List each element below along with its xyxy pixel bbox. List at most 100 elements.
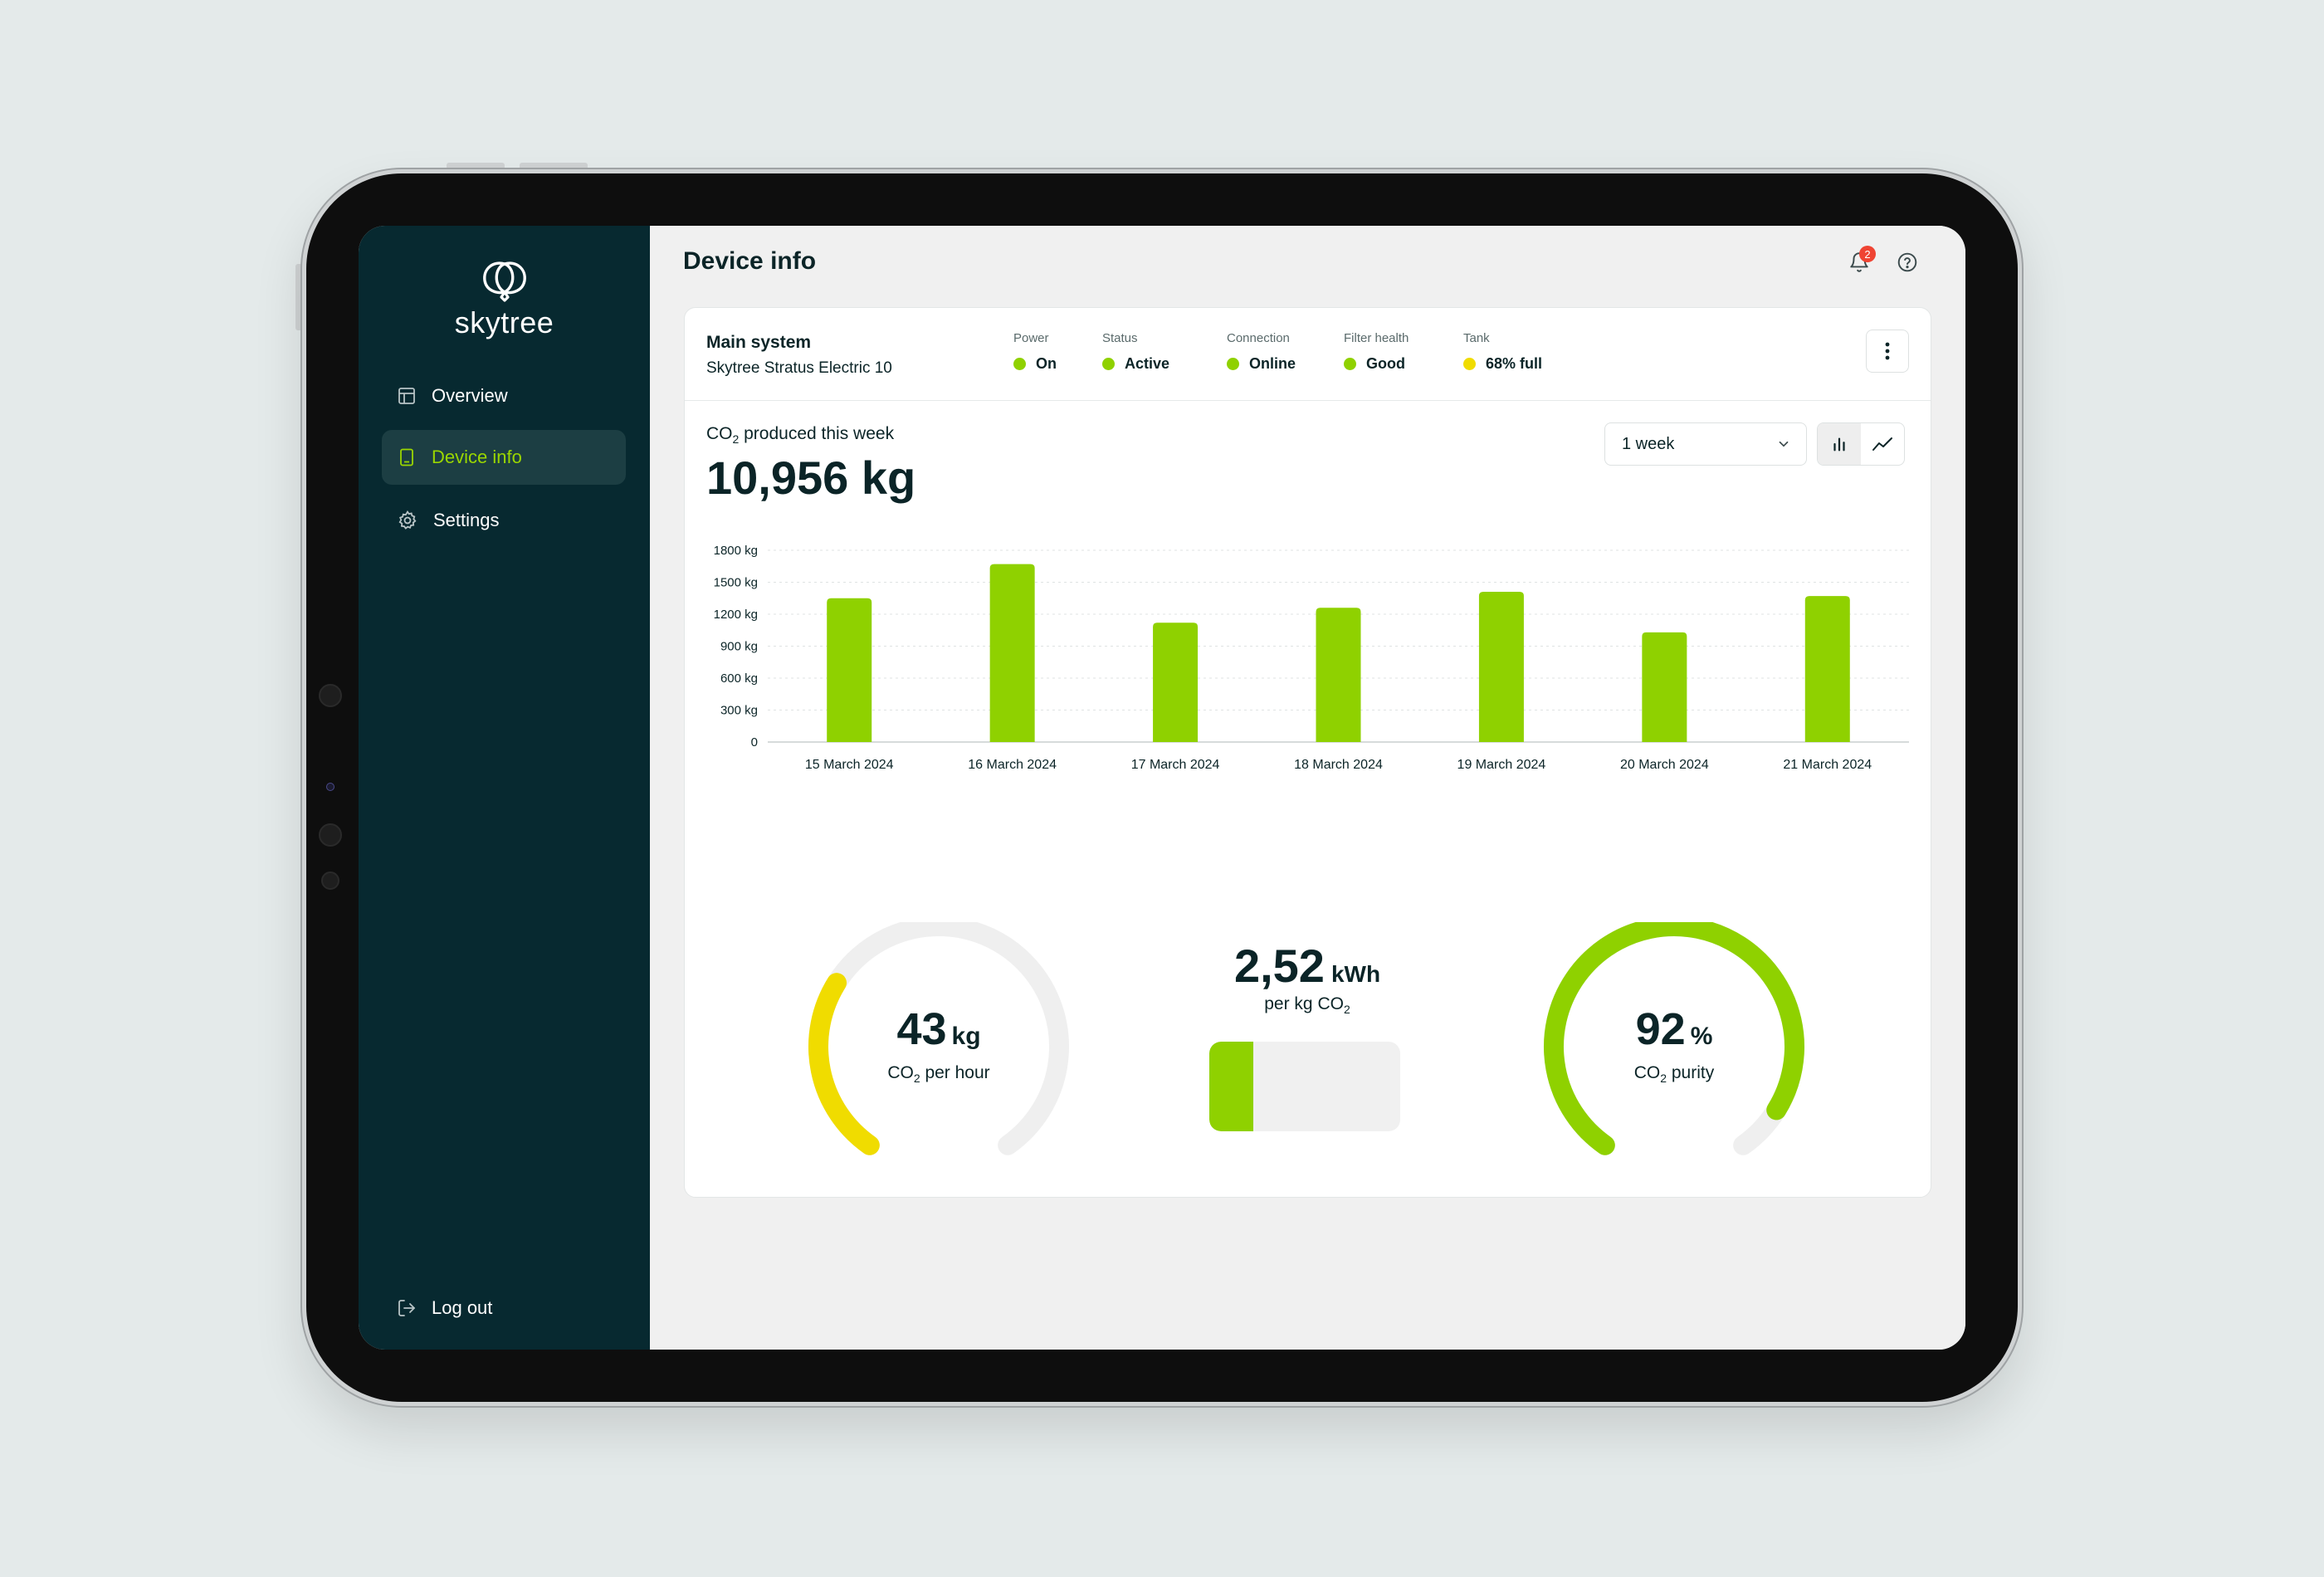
chart-bar[interactable] [1642,632,1687,742]
energy-label: per kg CO2 [1264,994,1350,1017]
stat-value: Online [1249,355,1296,372]
stat-label: Connection [1227,331,1290,345]
y-tick-label: 1800 kg [714,544,758,558]
sensor-dot [319,823,342,847]
x-tick-label: 19 March 2024 [1457,758,1546,772]
stat-value: 68% full [1486,355,1543,372]
gauge-progress [1544,916,1804,1155]
stat-tank: Tank 68% full [1463,331,1542,373]
x-tick-label: 18 March 2024 [1294,758,1383,772]
stat-value: Active [1125,355,1170,372]
app-screen: skytree Overview Device info Settings [359,226,1965,1350]
co2-purity-gauge-arc [1544,916,1804,1155]
volume-down-button [520,163,588,171]
x-tick-label: 20 March 2024 [1620,758,1709,772]
co2-purity-gauge: 92% CO2 purity [1533,916,1815,1171]
co2-rate-label: CO2 per hour [887,1063,990,1086]
line-chart-icon [1872,437,1892,451]
gauge-progress [808,973,880,1155]
co2-week-label: CO2 produced this week [706,424,895,447]
chart-bar[interactable] [1478,592,1524,742]
chart-bar[interactable] [989,564,1035,742]
stat-label: Status [1102,331,1138,345]
y-tick-label: 1500 kg [714,576,758,590]
logout-icon [398,1300,415,1316]
main-content: Device info 2 Main system Skytree Stratu… [650,226,1965,1350]
co2-purity-label: CO2 purity [1633,1063,1715,1086]
volume-up-button [447,163,505,171]
stat-label: Filter health [1344,331,1409,345]
y-tick-label: 1200 kg [714,608,758,622]
help-icon [1897,252,1917,272]
time-range-select[interactable]: 1 week [1604,422,1807,466]
chevron-down-icon [1779,441,1789,447]
co2-rate-unit: kg [951,1023,981,1050]
stat-value: Good [1366,355,1405,372]
notification-badge: 2 [1859,246,1876,262]
notifications-button[interactable]: 2 [1843,246,1876,279]
status-dot [1013,358,1026,370]
chart-bar[interactable] [1316,608,1361,742]
stat-connection: Connection Online [1227,331,1296,373]
energy-value: 2,52 [1233,940,1325,992]
brand-name: skytree [454,305,554,339]
bar-view-button[interactable] [1818,423,1861,465]
y-tick-label: 900 kg [720,640,758,654]
line-view-button[interactable] [1861,423,1904,465]
chart-bar[interactable] [1804,596,1850,742]
help-button[interactable] [1891,246,1924,279]
stat-label: Power [1013,331,1049,345]
y-tick-label: 600 kg [720,671,758,686]
sidebar: skytree Overview Device info Settings [359,226,650,1350]
status-dot [1227,358,1239,370]
status-dot [1463,358,1476,370]
status-dot [1102,358,1115,370]
sidebar-item-settings[interactable]: Settings [382,493,626,548]
time-range-value: 1 week [1622,434,1675,453]
co2-week-total: 10,956 kg [706,452,916,504]
brand-logo: skytree [359,256,650,340]
power-button [295,264,302,330]
stat-value: On [1036,355,1057,372]
front-camera [326,783,334,791]
stat-label: Tank [1463,331,1490,345]
x-tick-label: 17 March 2024 [1131,758,1220,772]
y-tick-label: 0 [751,735,758,749]
x-tick-label: 16 March 2024 [968,758,1057,772]
sidebar-item-label: Overview [432,385,508,406]
y-tick-label: 300 kg [720,704,758,718]
layout-icon [398,388,415,404]
sidebar-item-label: Settings [433,510,500,530]
sidebar-item-device-info[interactable]: Device info [382,430,626,485]
logout-button[interactable]: Log out [382,1281,626,1335]
chart-view-toggle [1817,422,1905,466]
co2-rate-value: 43 [896,1004,947,1054]
energy-metric: 2,52 kWh per kg CO2 [1199,939,1415,1016]
energy-bar [1209,1042,1400,1131]
bar-chart-icon [1833,437,1845,452]
chart-bar[interactable] [1153,622,1199,742]
energy-bar-fill [1209,1042,1253,1131]
status-dot [1344,358,1356,370]
sidebar-item-label: Device info [432,447,522,467]
skytree-logo-icon [482,261,526,302]
co2-rate-gauge-arc [808,916,1069,1155]
device-card: Main system Skytree Stratus Electric 10 … [684,307,1931,1198]
page-title: Device info [683,247,817,275]
chart-bar[interactable] [827,598,872,742]
sidebar-item-overview[interactable]: Overview [382,369,626,423]
system-name: Main system [706,333,812,352]
stat-power: Power On [1013,331,1057,373]
energy-unit: kWh [1330,961,1381,987]
co2-purity-value: 92 [1635,1004,1686,1054]
stat-filter-health: Filter health Good [1344,331,1409,373]
co2-rate-gauge: 43 kg CO2 per hour [798,916,1080,1171]
gear-icon [398,510,417,530]
system-model: Skytree Stratus Electric 10 [706,359,892,377]
x-tick-label: 15 March 2024 [805,758,894,772]
sensor-dot [319,684,342,707]
co2-purity-unit: % [1690,1023,1713,1050]
more-options-button[interactable] [1866,330,1909,373]
stat-status: Status Active [1102,331,1169,373]
logout-label: Log out [432,1297,493,1318]
